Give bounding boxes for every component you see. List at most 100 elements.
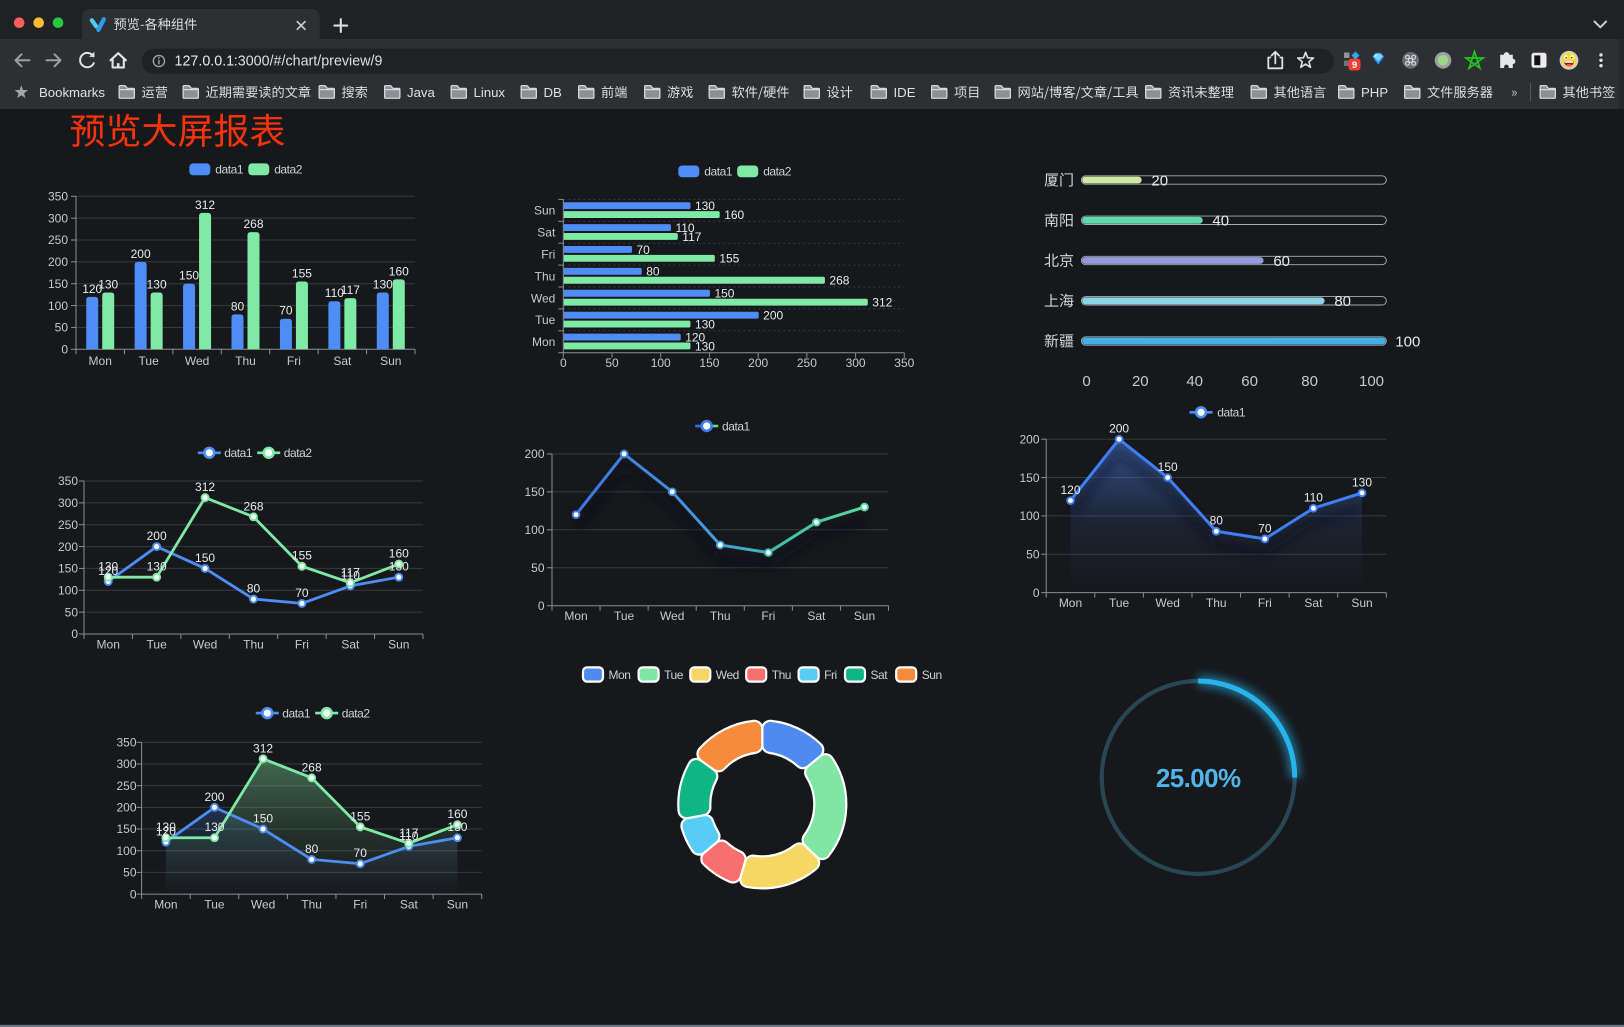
svg-text:70: 70 <box>637 243 651 257</box>
svg-text:130: 130 <box>156 820 176 834</box>
svg-text:200: 200 <box>147 529 167 543</box>
svg-text:40: 40 <box>1212 213 1229 230</box>
svg-text:Fri: Fri <box>761 609 775 623</box>
svg-text:150: 150 <box>699 356 719 370</box>
svg-text:268: 268 <box>243 217 263 231</box>
svg-text:Wed: Wed <box>716 668 739 682</box>
svg-text:Mon: Mon <box>609 668 631 682</box>
svg-text:100: 100 <box>524 523 544 537</box>
svg-text:data1: data1 <box>224 446 253 460</box>
svg-text:70: 70 <box>1258 521 1272 535</box>
svg-text:127.0.0.1: 127.0.0.1 <box>175 54 235 70</box>
svg-text:Wed: Wed <box>251 898 275 912</box>
svg-text:155: 155 <box>292 267 312 281</box>
svg-text:70: 70 <box>354 846 368 860</box>
svg-text:data2: data2 <box>342 706 371 720</box>
svg-text:data1: data1 <box>722 419 751 433</box>
svg-text:Thu: Thu <box>710 609 731 623</box>
svg-text:data2: data2 <box>274 163 303 177</box>
svg-text:Fri: Fri <box>353 898 367 912</box>
svg-text:Wed: Wed <box>660 609 684 623</box>
svg-text:Mon: Mon <box>564 609 587 623</box>
svg-text:300: 300 <box>48 211 68 225</box>
svg-text:160: 160 <box>447 807 467 821</box>
svg-text:Thu: Thu <box>301 898 322 912</box>
svg-text:160: 160 <box>389 547 409 561</box>
svg-text:100: 100 <box>1019 509 1039 523</box>
svg-text:110: 110 <box>399 829 418 843</box>
svg-text:350: 350 <box>116 736 136 750</box>
svg-text:Tue: Tue <box>535 313 556 327</box>
svg-text:Sun: Sun <box>447 898 468 912</box>
svg-text:120: 120 <box>1060 483 1080 497</box>
svg-text:300: 300 <box>58 496 78 510</box>
svg-text:100: 100 <box>651 356 671 370</box>
svg-text:268: 268 <box>243 499 263 513</box>
svg-text:Fri: Fri <box>1258 596 1272 610</box>
svg-text:Wed: Wed <box>193 638 217 652</box>
svg-text:50: 50 <box>123 866 137 880</box>
svg-text:200: 200 <box>204 790 224 804</box>
svg-text:Sat: Sat <box>341 638 360 652</box>
svg-text:312: 312 <box>195 480 215 494</box>
svg-text:50: 50 <box>65 605 79 619</box>
svg-text:Sat: Sat <box>400 898 419 912</box>
svg-text:50: 50 <box>605 356 619 370</box>
svg-text:268: 268 <box>302 760 322 774</box>
svg-text:160: 160 <box>724 208 744 222</box>
svg-text:250: 250 <box>116 779 136 793</box>
svg-text:Thu: Thu <box>772 668 791 682</box>
svg-text:70: 70 <box>279 304 293 318</box>
svg-text:150: 150 <box>195 551 215 565</box>
svg-text:130: 130 <box>695 339 715 353</box>
svg-text:150: 150 <box>116 822 136 836</box>
svg-text:Tue: Tue <box>664 668 684 682</box>
svg-text:Mon: Mon <box>154 898 177 912</box>
svg-text:80: 80 <box>1210 514 1224 528</box>
svg-text:Mon: Mon <box>89 354 112 368</box>
svg-text:250: 250 <box>58 518 78 532</box>
svg-text:117: 117 <box>682 230 701 244</box>
svg-text:300: 300 <box>846 356 866 370</box>
svg-text:80: 80 <box>1301 373 1318 390</box>
svg-text:130: 130 <box>98 277 118 291</box>
svg-text:Mon: Mon <box>532 335 555 349</box>
svg-text:100: 100 <box>1359 373 1384 390</box>
svg-text:100: 100 <box>116 844 136 858</box>
svg-text:Sun: Sun <box>854 609 875 623</box>
svg-text:Sun: Sun <box>534 204 555 218</box>
svg-text:80: 80 <box>231 299 245 313</box>
svg-text:110: 110 <box>1304 491 1323 505</box>
svg-text:150: 150 <box>1158 460 1178 474</box>
svg-text:50: 50 <box>531 561 545 575</box>
svg-text:117: 117 <box>341 283 360 297</box>
svg-text:Sat: Sat <box>807 609 826 623</box>
svg-text:120: 120 <box>156 825 176 839</box>
svg-text:155: 155 <box>719 252 739 266</box>
svg-text:150: 150 <box>253 812 273 826</box>
svg-text:117: 117 <box>341 565 360 579</box>
svg-text:PHP: PHP <box>1361 85 1388 100</box>
svg-text:data1: data1 <box>704 165 733 179</box>
svg-text:130: 130 <box>389 560 409 574</box>
svg-text:data1: data1 <box>1217 406 1246 420</box>
svg-text:Sun: Sun <box>380 354 401 368</box>
svg-text:20: 20 <box>1151 172 1168 189</box>
svg-text:Tue: Tue <box>1109 596 1130 610</box>
svg-text:80: 80 <box>646 265 660 279</box>
svg-text:40: 40 <box>1186 373 1203 390</box>
svg-text:155: 155 <box>292 549 312 563</box>
svg-text:Fri: Fri <box>541 247 555 261</box>
svg-text:Thu: Thu <box>1206 596 1227 610</box>
svg-text:200: 200 <box>524 447 544 461</box>
svg-text:200: 200 <box>1019 432 1039 446</box>
svg-text:DB: DB <box>544 85 563 100</box>
svg-text:130: 130 <box>373 277 393 291</box>
svg-text:200: 200 <box>131 247 151 261</box>
svg-text:130: 130 <box>695 199 715 213</box>
svg-text:Tue: Tue <box>614 609 635 623</box>
svg-text:100: 100 <box>48 299 68 313</box>
svg-text:0: 0 <box>560 356 567 370</box>
svg-text:200: 200 <box>48 255 68 269</box>
svg-text:80: 80 <box>1334 293 1351 310</box>
